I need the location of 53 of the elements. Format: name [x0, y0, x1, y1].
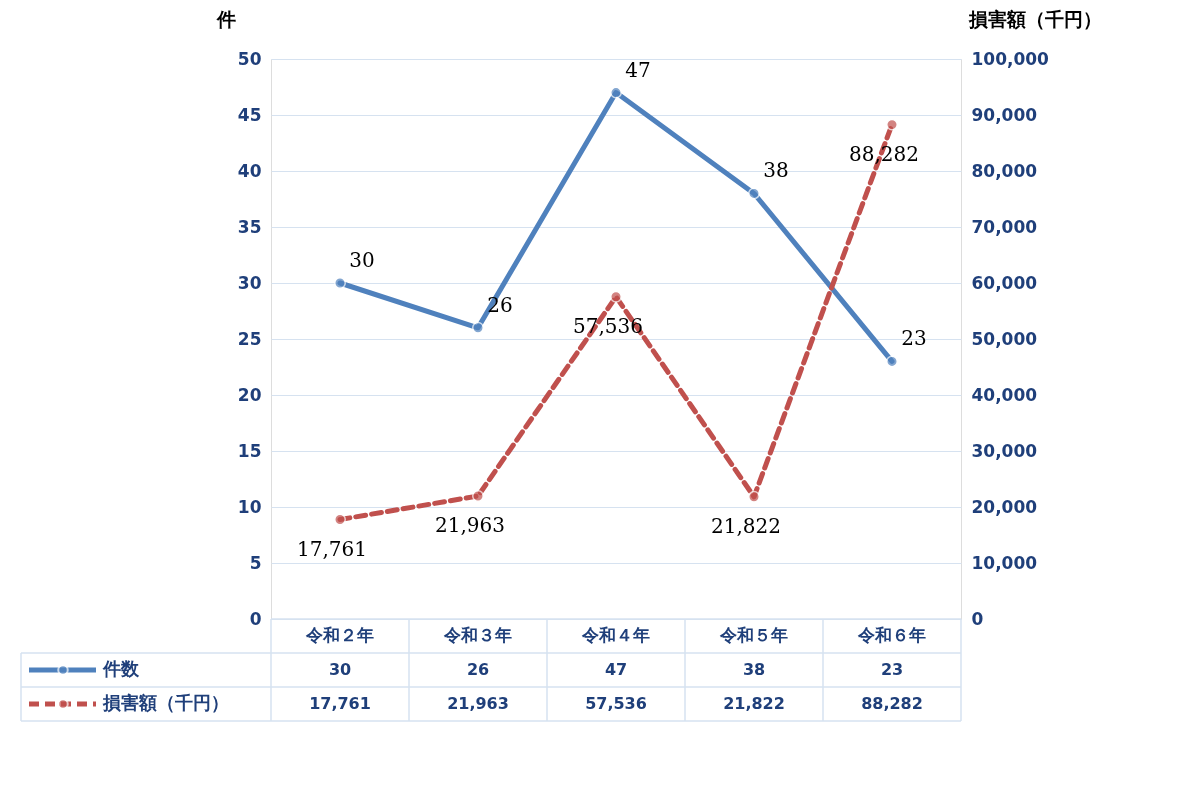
y-tick-label: 5 — [249, 552, 262, 573]
data-label: 23 — [880, 660, 904, 679]
text: 23 — [901, 326, 927, 351]
point — [472, 321, 484, 334]
point — [748, 490, 760, 503]
data-label: 26 — [466, 660, 490, 679]
y-tick-label: 0 — [249, 608, 262, 629]
y2-tick-label: 0 — [971, 608, 984, 629]
y-tick-label: 45 — [237, 104, 262, 125]
y2-axis-title: 損害額（千円） — [967, 7, 1102, 30]
data-label: 17,761 — [309, 694, 371, 713]
y-tick-label: 50 — [237, 48, 262, 69]
y2-tick-label: 20,000 — [971, 496, 1038, 517]
data-label: 38 — [742, 660, 766, 679]
data-label: 21,822 — [723, 694, 785, 713]
data-label: 47 — [604, 660, 628, 679]
x-tick-label: 令和６年 — [857, 625, 926, 645]
text: 17,761 — [297, 536, 367, 561]
legend-label: 件数 — [102, 658, 140, 679]
text: 21,822 — [711, 513, 781, 538]
y-tick-label: 35 — [237, 216, 262, 237]
text: 38 — [763, 158, 789, 183]
y2-tick-label: 40,000 — [971, 384, 1038, 405]
y-tick-label: 10 — [237, 496, 262, 517]
data-label: 30 — [328, 660, 352, 679]
point — [472, 490, 484, 502]
y-tick-label: 25 — [237, 328, 262, 349]
y-tick-label: 30 — [237, 272, 262, 293]
y-tick-label: 20 — [237, 384, 262, 405]
legend-label: 損害額（千円） — [102, 692, 229, 713]
text: 21,963 — [435, 513, 505, 538]
x-tick-label: 令和３年 — [443, 625, 512, 645]
y-tick-label: 40 — [237, 160, 262, 181]
y2-tick-label: 50,000 — [971, 328, 1038, 349]
y2-tick-label: 10,000 — [971, 552, 1038, 573]
y2-tick-label: 90,000 — [971, 104, 1038, 125]
y2-tick-label: 60,000 — [971, 272, 1038, 293]
data-label: 57,536 — [585, 694, 647, 713]
y2-tick-label: 70,000 — [971, 216, 1038, 237]
data-label: 88,282 — [861, 694, 923, 713]
y-axis-title: 件 — [216, 7, 236, 30]
text: 30 — [349, 248, 375, 272]
y-tick-label: 15 — [237, 440, 262, 461]
data-label: 21,963 — [447, 694, 509, 713]
text: 47 — [625, 57, 651, 82]
point — [748, 187, 760, 200]
x-tick-label: 令和２年 — [305, 625, 374, 645]
y2-tick-label: 100,000 — [971, 48, 1050, 69]
point — [334, 277, 346, 289]
y2-tick-label: 30,000 — [971, 440, 1038, 461]
x-tick-label: 令和５年 — [719, 625, 788, 645]
y2-tick-label: 80,000 — [971, 160, 1038, 181]
x-tick-label: 令和４年 — [581, 625, 650, 645]
